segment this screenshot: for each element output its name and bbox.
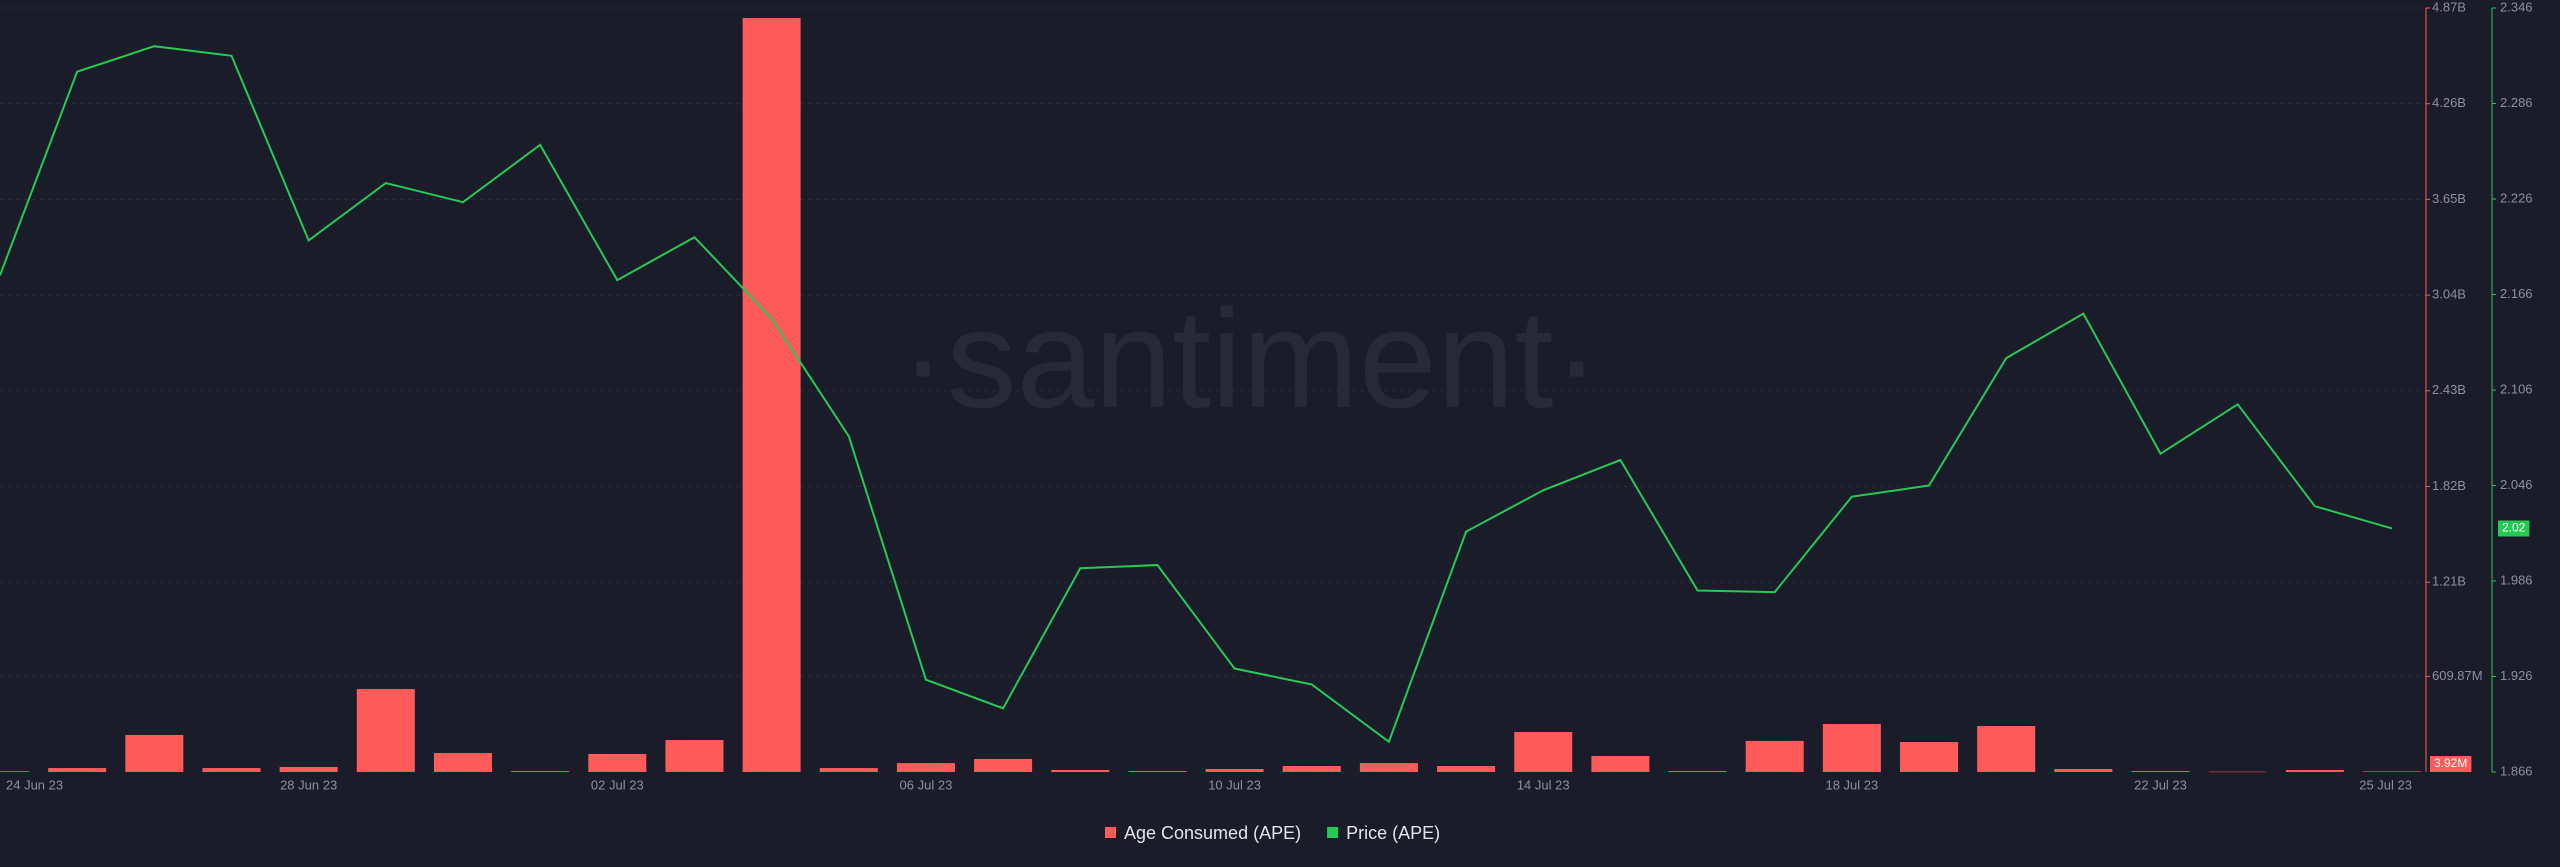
legend-label: Price (APE) xyxy=(1346,823,1440,843)
bar xyxy=(1282,766,1341,772)
bar xyxy=(1591,755,1650,772)
bar xyxy=(202,768,261,772)
y2-tick-label: 2.346 xyxy=(2500,0,2533,14)
y2-tick-label: 2.166 xyxy=(2500,286,2533,301)
y2-tick-label: 2.226 xyxy=(2500,190,2533,205)
last-value-label: 3.92M xyxy=(2434,756,2467,770)
bar xyxy=(356,689,415,772)
y2-tick-label: 2.106 xyxy=(2500,381,2533,396)
bar xyxy=(896,763,955,772)
bar xyxy=(1128,771,1187,772)
y-tick-label: 3.04B xyxy=(2432,287,2466,302)
bar xyxy=(1205,769,1264,772)
y2-tick-label: 1.986 xyxy=(2500,572,2533,587)
y-tick-label: 609.87M xyxy=(2432,668,2483,683)
bar xyxy=(588,753,647,772)
x-tick-label: 18 Jul 23 xyxy=(1825,777,1878,792)
bar xyxy=(1745,740,1804,772)
y-tick-label: 1.82B xyxy=(2432,478,2466,493)
y2-tick-label: 1.926 xyxy=(2500,668,2533,683)
watermark: ·santiment· xyxy=(900,280,1600,437)
bar xyxy=(1437,766,1496,772)
legend-label: Age Consumed (APE) xyxy=(1124,823,1301,843)
y-tick-label: 1.21B xyxy=(2432,574,2466,589)
bar xyxy=(2131,771,2190,772)
bar xyxy=(279,766,338,772)
y2-tick-label: 1.866 xyxy=(2500,763,2533,778)
bar xyxy=(511,771,570,772)
x-tick-label: 22 Jul 23 xyxy=(2134,777,2187,792)
bar xyxy=(1977,726,2036,772)
x-tick-label: 06 Jul 23 xyxy=(900,777,953,792)
bar xyxy=(125,734,184,772)
x-tick-label: 10 Jul 23 xyxy=(1208,777,1261,792)
x-tick-label: 02 Jul 23 xyxy=(591,777,644,792)
bar xyxy=(48,768,107,772)
bar xyxy=(1359,763,1418,772)
bar xyxy=(2363,771,2421,772)
y2-tick-label: 2.286 xyxy=(2500,95,2533,110)
x-tick-label: 25 Jul 23 xyxy=(2359,777,2412,792)
bar xyxy=(2208,771,2267,773)
legend-swatch xyxy=(1105,827,1116,838)
y2-tick-label: 2.046 xyxy=(2500,477,2533,492)
bar xyxy=(433,753,492,772)
last-value-label: 2.02 xyxy=(2502,521,2526,535)
bar xyxy=(665,739,724,772)
price-line xyxy=(0,45,2393,744)
bar xyxy=(742,18,801,773)
y-tick-label: 3.65B xyxy=(2432,191,2466,206)
bar xyxy=(1051,769,1110,772)
last-value-marker xyxy=(2430,756,2472,772)
bar xyxy=(1514,731,1573,772)
bar xyxy=(2285,769,2344,772)
x-tick-label: 28 Jun 23 xyxy=(280,777,337,792)
bar xyxy=(1822,723,1881,772)
y-tick-label: 2.43B xyxy=(2432,382,2466,397)
bar xyxy=(819,768,878,772)
bar xyxy=(2054,769,2113,772)
y-tick-label: 4.87B xyxy=(2432,0,2466,14)
legend-swatch xyxy=(1327,827,1339,838)
x-tick-label: 14 Jul 23 xyxy=(1517,777,1570,792)
legend: Age Consumed (APE) Price (APE) xyxy=(1105,823,1440,843)
last-value-marker xyxy=(2498,520,2530,537)
bar xyxy=(1900,742,1959,772)
x-tick-label: 24 Jun 23 xyxy=(6,777,63,792)
y-tick-label: 4.26B xyxy=(2432,95,2466,110)
bar xyxy=(1668,771,1727,772)
bar xyxy=(974,758,1033,772)
bar xyxy=(0,771,29,772)
